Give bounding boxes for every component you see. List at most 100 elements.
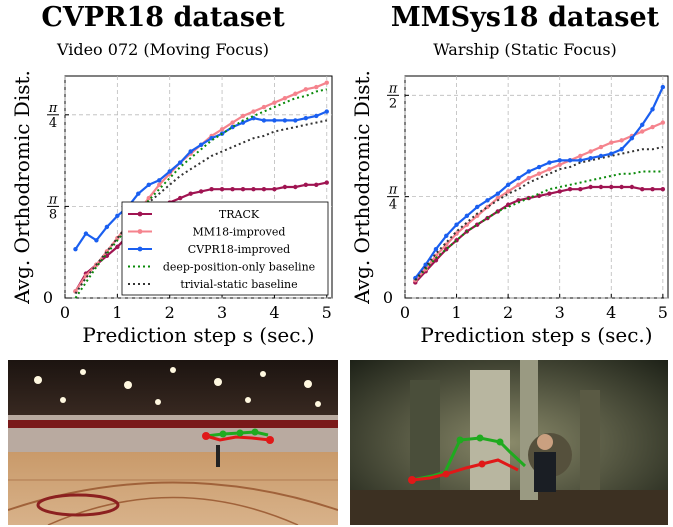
y-axis-label: Avg. Orthodromic Dist. [10, 70, 34, 305]
data-point-track [629, 184, 635, 190]
data-point-cvpr18-improved [303, 115, 309, 121]
data-point-cvpr18-improved [485, 198, 490, 203]
data-point-mm18-improved [598, 144, 604, 150]
data-point-mm18-improved [240, 113, 246, 119]
data-point-track [588, 184, 593, 190]
chart-title-left: CVPR18 dataset [41, 2, 285, 33]
data-point-track [188, 191, 193, 196]
data-point-mm18-improved [609, 140, 614, 145]
y-tick-label: π4 [387, 183, 399, 213]
data-point-mm18-improved [495, 195, 501, 201]
data-point-mm18-improved [444, 242, 449, 247]
data-point-cvpr18-improved [567, 158, 573, 163]
svg-text:8: 8 [49, 207, 57, 222]
data-point-cvpr18-improved [73, 246, 78, 252]
x-tick-label: 0 [60, 303, 70, 322]
data-point-track [547, 191, 552, 196]
data-point-mm18-improved [650, 124, 655, 130]
y-tick-label: 0 [383, 288, 393, 307]
legend-label: trivial-static baseline [180, 278, 297, 291]
data-point-track [314, 182, 319, 187]
data-point-cvpr18-improved [433, 246, 439, 252]
data-point-cvpr18-improved [272, 118, 277, 123]
data-point-track [324, 180, 329, 185]
data-point-cvpr18-improved [505, 182, 511, 187]
data-point-mm18-improved [588, 149, 593, 154]
chart-subtitle-right: Warship (Static Focus) [433, 40, 617, 59]
data-point-mm18-improved [251, 109, 256, 114]
data-point-cvpr18-improved [167, 169, 172, 174]
legend-label: CVPR18-improved [188, 243, 290, 256]
data-point-mm18-improved [272, 100, 277, 105]
legend-box [121, 201, 329, 296]
data-point-cvpr18-improved [516, 175, 521, 181]
data-point-cvpr18-improved [619, 147, 624, 152]
data-point-cvpr18-improved [578, 158, 583, 163]
data-point-cvpr18-improved [146, 182, 151, 187]
data-point-cvpr18-improved [423, 262, 428, 267]
data-point-cvpr18-improved [198, 142, 204, 148]
data-point-cvpr18-improved [115, 213, 120, 219]
chart-subtitle-left: Video 072 (Moving Focus) [56, 40, 270, 59]
data-point-mm18-improved [578, 153, 583, 159]
data-point-mm18-improved [505, 189, 511, 194]
data-point-track [557, 189, 562, 194]
x-tick-label: 1 [451, 303, 461, 322]
svg-text:4: 4 [49, 116, 57, 131]
data-point-mm18-improved [640, 129, 645, 134]
data-point-mm18-improved [619, 138, 624, 143]
data-point-cvpr18-improved [324, 109, 329, 114]
data-point-track [660, 187, 666, 192]
x-tick-label: 3 [217, 303, 227, 322]
data-point-mm18-improved [219, 127, 225, 132]
data-point-cvpr18-improved [526, 169, 531, 174]
data-point-cvpr18-improved [157, 178, 162, 183]
data-point-cvpr18-improved [629, 135, 635, 141]
data-point-mm18-improved [547, 167, 552, 172]
data-point-cvpr18-improved [293, 118, 298, 123]
data-point-mm18-improved [303, 87, 309, 92]
data-point-track [609, 184, 614, 190]
data-point-track [303, 182, 309, 187]
svg-text:π: π [48, 192, 58, 207]
data-point-track [650, 187, 655, 192]
legend-marker [137, 246, 143, 252]
y-tick-label: π2 [387, 81, 399, 111]
data-point-track [177, 195, 183, 201]
data-point-cvpr18-improved [83, 231, 89, 236]
x-tick-label: 0 [400, 303, 410, 322]
x-tick-label: 5 [322, 303, 332, 322]
svg-text:π: π [388, 183, 398, 198]
data-point-track [198, 189, 204, 194]
data-point-cvpr18-improved [609, 151, 614, 156]
data-point-track [282, 184, 288, 190]
x-tick-label: 1 [112, 303, 122, 322]
data-point-cvpr18-improved [136, 191, 141, 196]
x-tick-label: 3 [555, 303, 565, 322]
data-point-cvpr18-improved [188, 149, 193, 154]
svg-text:4: 4 [389, 198, 397, 213]
data-point-cvpr18-improved [547, 160, 552, 165]
data-point-cvpr18-improved [240, 120, 246, 125]
data-point-cvpr18-improved [536, 164, 542, 170]
data-point-cvpr18-improved [314, 113, 319, 119]
data-point-mm18-improved [157, 182, 162, 187]
data-point-mm18-improved [474, 213, 480, 219]
svg-text:π: π [48, 101, 58, 116]
data-point-track [240, 187, 246, 192]
y-tick-label: π4 [47, 101, 59, 131]
data-point-mm18-improved [557, 162, 562, 167]
data-point-track [251, 187, 256, 192]
data-point-mm18-improved [282, 96, 288, 101]
data-point-cvpr18-improved [588, 155, 593, 161]
data-point-track [567, 187, 573, 192]
data-point-cvpr18-improved [282, 118, 288, 123]
data-point-mm18-improved [146, 195, 151, 201]
legend-label: deep-position-only baseline [163, 261, 315, 274]
data-point-track [261, 187, 267, 192]
data-point-mm18-improved [293, 91, 298, 96]
y-tick-label: π8 [47, 192, 59, 222]
plot-frame-1 [404, 75, 669, 299]
data-point-cvpr18-improved [454, 222, 459, 227]
